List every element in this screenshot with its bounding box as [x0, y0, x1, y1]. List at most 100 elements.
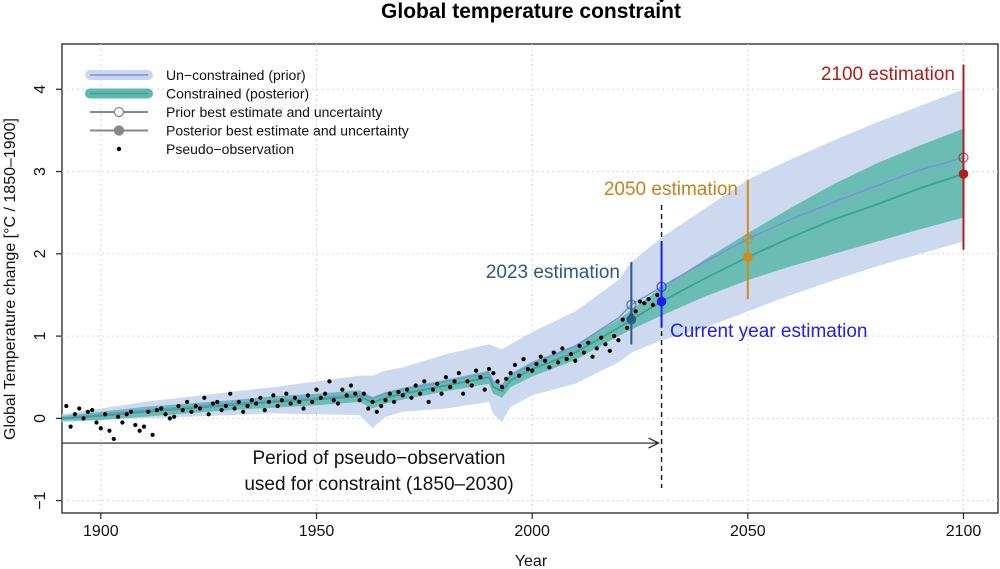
observation-point — [400, 393, 405, 398]
observation-point — [176, 403, 181, 409]
observation-point — [551, 350, 556, 355]
observation-point — [68, 424, 73, 429]
observation-point — [646, 296, 651, 302]
estimate-markers: 2023 estimation Current year estimation 20… — [486, 64, 969, 345]
observation-point — [258, 395, 263, 400]
legend-label: Constrained (posterior) — [166, 86, 309, 102]
observation-point — [435, 381, 440, 386]
observation-point — [335, 401, 341, 406]
observation-point — [633, 309, 638, 314]
observation-point — [581, 350, 587, 355]
observation-point — [599, 335, 604, 340]
prior-estimate-point — [742, 233, 753, 245]
observation-point — [223, 403, 229, 409]
y-tick-label: 2 — [32, 249, 49, 258]
observation-point — [642, 301, 647, 306]
plot-frame — [61, 43, 999, 514]
observation-point — [193, 403, 198, 409]
observation-point — [538, 354, 543, 359]
observation-point — [504, 376, 509, 381]
observation-point — [616, 338, 621, 343]
observation-point — [305, 393, 310, 398]
legend-point-swatch — [113, 125, 125, 136]
observation-point — [163, 412, 168, 417]
period-arrow-head — [648, 437, 660, 449]
observation-point — [340, 387, 345, 392]
observation-point — [361, 391, 367, 396]
observation-point — [422, 379, 427, 384]
observation-point — [327, 379, 332, 384]
pseudo-observations — [64, 0, 664, 442]
observation-point — [172, 414, 177, 419]
x-tick-label: 2100 — [946, 523, 982, 540]
legend-label: Pseudo−observation — [166, 141, 294, 157]
y-tick-label: 0 — [32, 414, 49, 423]
observation-point — [206, 412, 211, 417]
observation-point — [85, 409, 90, 414]
observation-point — [120, 420, 125, 425]
observation-point — [448, 385, 453, 390]
observation-point — [271, 393, 276, 398]
observation-point — [573, 358, 578, 363]
observation-point — [547, 365, 552, 370]
posterior-mean-line — [61, 173, 964, 420]
observation-point — [534, 361, 539, 367]
chart-title: Global temperature constraint — [381, 0, 681, 23]
observation-point — [98, 426, 103, 431]
axes: 1900 1950 2000 2050 2100 −1 0 1 2 3 4 — [32, 85, 981, 540]
observation-point — [124, 412, 129, 417]
legend-label: Prior best estimate and uncertainty — [166, 104, 382, 120]
observation-point — [180, 408, 185, 413]
observation-point — [236, 399, 241, 405]
observation-point — [456, 371, 461, 376]
observation-point — [465, 379, 470, 384]
observation-point — [568, 352, 574, 357]
observation-point — [512, 362, 518, 367]
observation-point — [197, 406, 203, 411]
period-label-line2: used for constraint (1850–2030) — [244, 474, 513, 495]
observation-point — [310, 399, 315, 405]
observation-point — [366, 406, 371, 411]
observation-point — [323, 391, 328, 396]
x-tick-label: 2000 — [514, 523, 550, 540]
observation-point — [219, 408, 224, 413]
observation-point — [430, 387, 436, 392]
observation-point — [404, 387, 410, 392]
observation-point — [659, 0, 664, 3]
observation-point — [594, 346, 599, 351]
legend-label: Un−constrained (prior) — [166, 67, 306, 83]
observation-point — [254, 401, 259, 406]
observation-point — [353, 391, 358, 396]
observation-point — [232, 406, 237, 411]
observation-point — [111, 436, 116, 442]
observation-point — [189, 409, 194, 414]
observation-point — [77, 406, 82, 411]
observation-point — [128, 409, 134, 414]
observation-point — [81, 416, 86, 421]
observation-point — [637, 299, 643, 304]
uncertainty-bands — [62, 89, 964, 429]
observation-point — [624, 325, 630, 330]
estimate-label: 2023 estimation — [486, 262, 620, 283]
estimate-label: 2050 estimation — [604, 179, 738, 200]
observation-point — [314, 387, 319, 392]
observation-point — [133, 422, 138, 428]
observation-point — [275, 403, 280, 409]
observation-point — [586, 340, 591, 345]
observation-point — [245, 403, 250, 409]
observation-point — [603, 342, 608, 347]
observation-point — [279, 398, 285, 403]
observation-point — [262, 408, 267, 413]
observation-point — [417, 391, 423, 396]
observation-point — [650, 302, 656, 307]
observation-point — [115, 414, 121, 419]
period-label-line1: Period of pseudo−observation — [253, 448, 506, 469]
observation-point — [495, 379, 500, 384]
observation-point — [590, 354, 595, 359]
observation-point — [491, 371, 496, 376]
observation-point — [288, 401, 293, 406]
observation-point — [396, 389, 401, 395]
observation-point — [612, 333, 617, 339]
observation-point — [508, 371, 513, 376]
